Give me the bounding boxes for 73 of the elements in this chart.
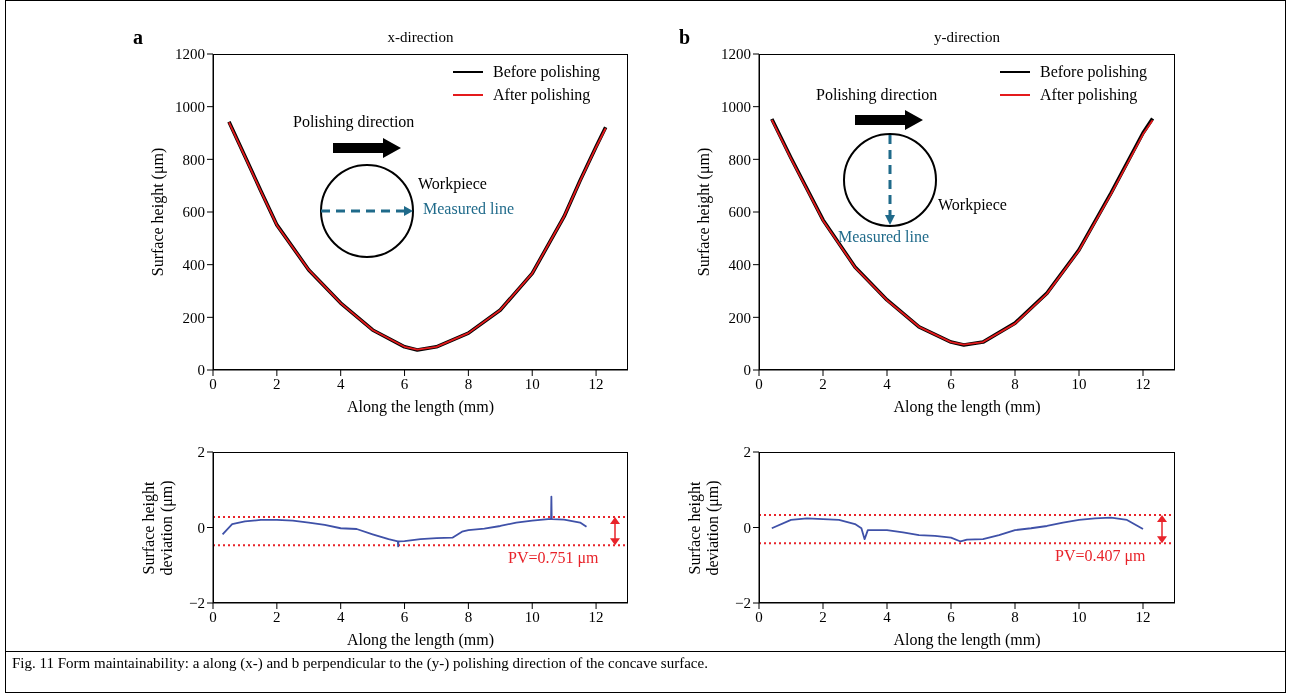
y-tick-label: 0 (743, 519, 751, 536)
x-axis-title: Along the length (mm) (892, 631, 1042, 649)
annotation: PV=0.751 μm (508, 549, 599, 568)
x-tick-label: 4 (883, 608, 892, 625)
x-tick-label: 6 (947, 375, 956, 392)
chart-title: y-direction (933, 29, 1001, 46)
legend-label: Before polishing (1040, 62, 1148, 81)
text: b (679, 26, 691, 49)
x-tick-label: 4 (883, 375, 892, 392)
legend-label: Before polishing (493, 62, 601, 81)
x-tick-label: 6 (400, 608, 409, 625)
x-tick-label: 0 (209, 375, 217, 392)
y-tick-label: 600 (728, 204, 751, 221)
legend-label: After polishing (493, 85, 591, 104)
x-tick-label: 8 (464, 375, 473, 392)
y-tick-label: 400 (728, 256, 751, 273)
chart-title: x-direction (386, 29, 455, 46)
x-tick-label: 12 (1135, 375, 1151, 392)
y-tick-label: 2 (197, 444, 205, 461)
y-axis-title: Surface height deviation (μm) (140, 478, 176, 578)
x-axis-title: Along the length (mm) (345, 398, 496, 416)
x-tick-label: 12 (1135, 608, 1151, 625)
x-tick-label: 0 (755, 375, 763, 392)
y-tick-label: −2 (189, 595, 205, 612)
x-tick-label: 8 (1011, 608, 1019, 625)
y-tick-label: 800 (728, 151, 751, 168)
y-axis-title: Surface height (μm) (695, 147, 713, 277)
y-tick-label: 0 (197, 519, 205, 536)
y-axis-title: Surface height (μm) (149, 147, 167, 277)
annotation: Workpiece (418, 175, 487, 193)
x-tick-label: 10 (524, 608, 540, 625)
annotation: Measured line (423, 200, 515, 218)
annotation: Measured line (838, 228, 930, 246)
annotation: PV=0.407 μm (1055, 547, 1146, 566)
x-tick-label: 12 (588, 608, 604, 625)
x-tick-label: 2 (273, 608, 281, 625)
x-tick-label: 10 (524, 375, 540, 392)
x-tick-label: 8 (464, 608, 473, 625)
text: a (133, 26, 143, 49)
x-tick-label: 2 (273, 375, 281, 392)
x-tick-label: 2 (819, 375, 827, 392)
y-tick-label: 2 (743, 444, 751, 461)
y-tick-label: 200 (182, 309, 205, 326)
caption: Fig. 11 Form maintainability: a along (x-) and b perpendicular to the (y-) polishing direction of the concave surface. (12, 655, 708, 672)
x-tick-label: 10 (1071, 608, 1087, 625)
x-tick-label: 4 (336, 608, 345, 625)
y-axis-title: Surface height deviation (μm) (686, 478, 722, 578)
y-tick-label: 1000 (721, 98, 751, 115)
annotation: Workpiece (938, 196, 1007, 214)
y-tick-label: 600 (182, 204, 205, 221)
x-tick-label: 6 (947, 608, 956, 625)
x-tick-label: 4 (336, 375, 345, 392)
x-tick-label: 0 (209, 608, 217, 625)
y-tick-label: 1000 (175, 98, 205, 115)
y-tick-label: 200 (728, 309, 751, 326)
x-axis-title: Along the length (mm) (345, 631, 496, 649)
legend-label: After polishing (1040, 85, 1138, 104)
annotation: Polishing direction (816, 86, 938, 104)
y-tick-label: 1200 (175, 46, 205, 63)
y-tick-label: 800 (182, 151, 205, 168)
annotation: Polishing direction (293, 113, 415, 131)
x-tick-label: 8 (1011, 375, 1019, 392)
y-tick-label: −2 (735, 595, 751, 612)
x-tick-label: 12 (588, 375, 604, 392)
x-tick-label: 6 (400, 375, 409, 392)
y-tick-label: 1200 (721, 46, 751, 63)
x-tick-label: 2 (819, 608, 827, 625)
x-tick-label: 10 (1071, 375, 1087, 392)
x-tick-label: 0 (755, 608, 763, 625)
y-tick-label: 0 (743, 362, 751, 379)
y-tick-label: 0 (197, 362, 205, 379)
y-tick-label: 400 (182, 256, 205, 273)
x-axis-title: Along the length (mm) (892, 398, 1042, 416)
